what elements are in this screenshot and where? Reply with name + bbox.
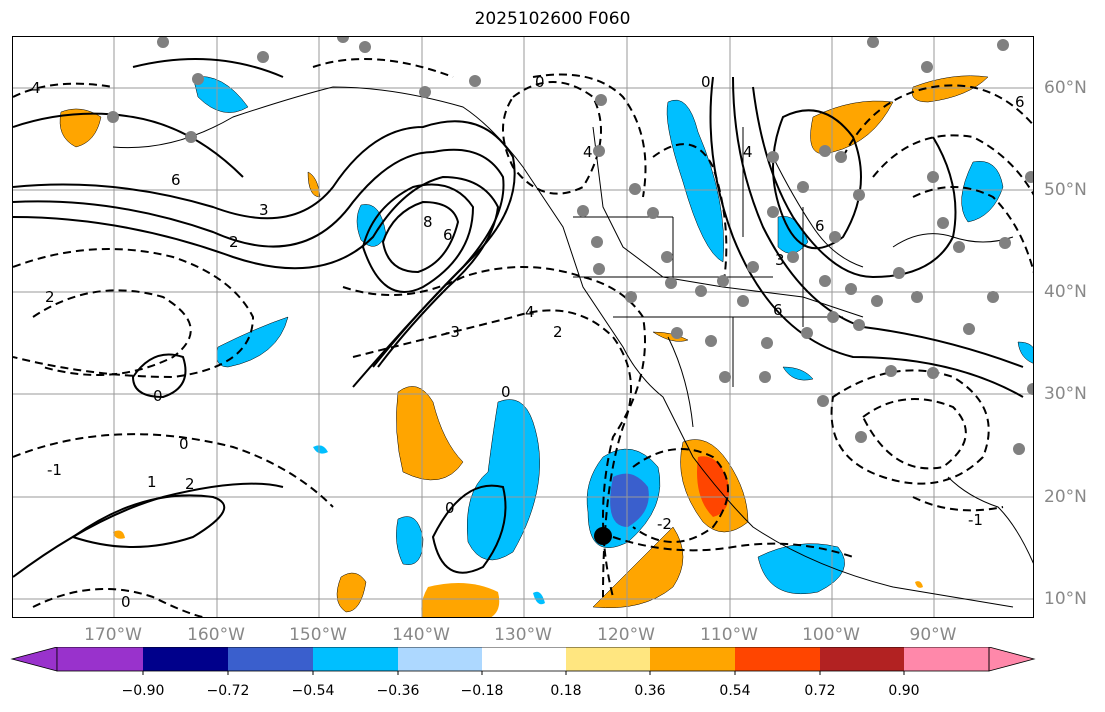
colorbar-tick-label: −0.54 — [291, 683, 335, 699]
shaded-anomalies — [59, 75, 1033, 617]
svg-text:2: 2 — [185, 475, 195, 493]
storm-center-marker — [594, 527, 612, 545]
lon-label: 110°W — [700, 625, 758, 645]
colorbar-tick-label: −0.90 — [121, 683, 165, 699]
colorbar-segment — [228, 647, 313, 671]
svg-text:-3: -3 — [445, 323, 460, 341]
colorbar-segment — [820, 647, 904, 671]
positive-contours — [13, 58, 1024, 578]
svg-text:6: 6 — [773, 301, 783, 319]
colorbar-segment — [566, 647, 650, 671]
lon-label: 170°W — [84, 625, 142, 645]
svg-text:-1: -1 — [968, 511, 983, 529]
coastlines — [112, 86, 1033, 608]
lon-label: 150°W — [289, 625, 347, 645]
colorbar-segment — [10, 647, 58, 672]
negative-contours — [13, 58, 1033, 617]
svg-text:0: 0 — [501, 383, 511, 401]
colorbar-segment — [735, 647, 820, 671]
svg-text:2: 2 — [553, 323, 563, 341]
svg-text:4: 4 — [743, 143, 753, 161]
map-title: 2025102600 F060 — [474, 9, 631, 29]
lon-label: 120°W — [597, 625, 655, 645]
colorbar-segment — [904, 647, 989, 671]
svg-text:-2: -2 — [657, 515, 672, 533]
svg-text:4: 4 — [525, 303, 535, 321]
graticule — [13, 37, 1033, 617]
lat-label: 10°N — [1044, 589, 1087, 609]
lat-label: 50°N — [1044, 180, 1087, 200]
colorbar-tick-label: 0.72 — [804, 683, 836, 699]
lat-label: 20°N — [1044, 487, 1087, 507]
svg-text:8: 8 — [423, 213, 433, 231]
svg-text:0: 0 — [445, 499, 455, 517]
colorbar — [10, 647, 1036, 675]
svg-text:0: 0 — [121, 593, 131, 611]
colorbar-segment — [482, 647, 566, 671]
contour-labels: 4 6 3 2 2 0 0 -1 1 2 0 8 6 -3 4 2 0 0 4 … — [31, 73, 1025, 611]
svg-text:2: 2 — [229, 233, 239, 251]
colorbar-segment — [313, 647, 398, 671]
svg-text:4: 4 — [583, 143, 593, 161]
svg-text:4: 4 — [31, 79, 41, 97]
map-canvas: 4 6 3 2 2 0 0 -1 1 2 0 8 6 -3 4 2 0 0 4 … — [13, 37, 1033, 617]
colorbar-segment — [57, 647, 143, 671]
lat-label: 40°N — [1044, 282, 1087, 302]
colorbar-tick-label: −0.36 — [376, 683, 420, 699]
lon-label: 130°W — [494, 625, 552, 645]
svg-text:6: 6 — [815, 217, 825, 235]
colorbar-tick-label: 0.36 — [634, 683, 666, 699]
svg-text:6: 6 — [171, 171, 181, 189]
colorbar-tick-label: 0.54 — [719, 683, 751, 699]
svg-text:6: 6 — [1015, 93, 1025, 111]
map-panel: 4 6 3 2 2 0 0 -1 1 2 0 8 6 -3 4 2 0 0 4 … — [12, 36, 1034, 618]
svg-text:6: 6 — [443, 226, 453, 244]
lon-label: 160°W — [187, 625, 245, 645]
colorbar-segment — [988, 647, 1036, 672]
colorbar-segment — [650, 647, 735, 671]
svg-text:2: 2 — [45, 288, 55, 306]
svg-text:0: 0 — [179, 435, 189, 453]
colorbar-tick-label: −0.72 — [206, 683, 250, 699]
lon-label: 90°W — [909, 625, 957, 645]
svg-text:0: 0 — [701, 73, 711, 91]
svg-text:3: 3 — [259, 201, 269, 219]
lat-label: 60°N — [1044, 78, 1087, 98]
svg-text:3: 3 — [775, 251, 785, 269]
svg-text:-1: -1 — [47, 461, 62, 479]
colorbar-tick-label: 0.90 — [888, 683, 920, 699]
svg-text:0: 0 — [153, 387, 163, 405]
colorbar-segment — [143, 647, 228, 671]
svg-text:0: 0 — [535, 73, 545, 91]
lon-label: 100°W — [802, 625, 860, 645]
colorbar-tick-label: 0.18 — [550, 683, 582, 699]
lon-label: 140°W — [392, 625, 450, 645]
station-markers — [107, 37, 1033, 455]
colorbar-tick-label: −0.18 — [460, 683, 504, 699]
svg-text:1: 1 — [147, 473, 157, 491]
colorbar-segment — [398, 647, 482, 671]
lat-label: 30°N — [1044, 384, 1087, 404]
